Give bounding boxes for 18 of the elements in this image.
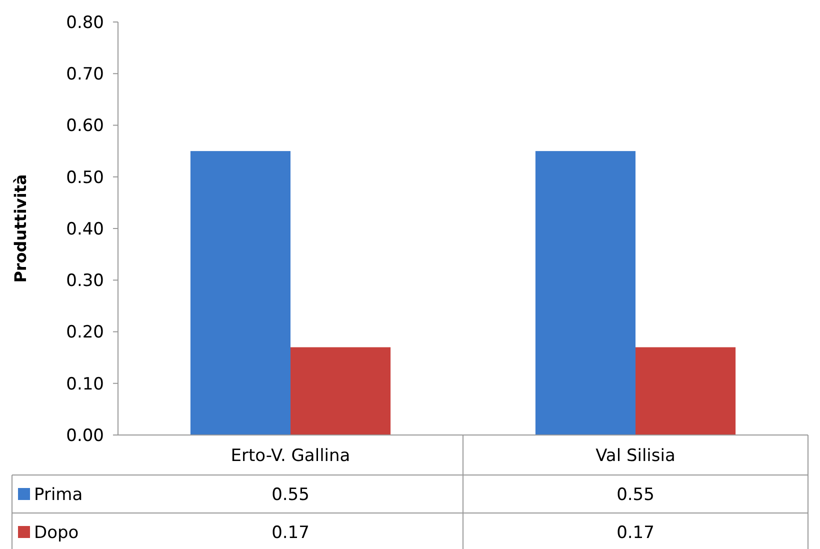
y-tick-label: 0.50 (66, 168, 104, 188)
y-tick-label: 0.40 (66, 219, 104, 240)
legend-label: Prima (34, 484, 83, 505)
y-axis-title: Produttività (11, 174, 30, 283)
y-tick-label: 0.30 (66, 271, 104, 292)
legend-label: Dopo (34, 522, 79, 543)
y-tick-label: 0.70 (66, 64, 104, 85)
y-tick-label: 0.00 (66, 426, 104, 446)
data-label: 0.55 (616, 484, 654, 505)
y-tick-label: 0.10 (66, 374, 104, 394)
y-tick-label: 0.80 (66, 12, 104, 33)
data-label: 0.17 (616, 522, 654, 543)
x-tick-label: Val Silisia (596, 446, 676, 466)
y-tick-label: 0.60 (66, 116, 104, 136)
data-label: 0.55 (272, 484, 310, 505)
x-tick-label: Erto-V. Gallina (230, 446, 350, 466)
data-label: 0.17 (272, 522, 310, 543)
y-tick-label: 0.20 (66, 322, 104, 343)
